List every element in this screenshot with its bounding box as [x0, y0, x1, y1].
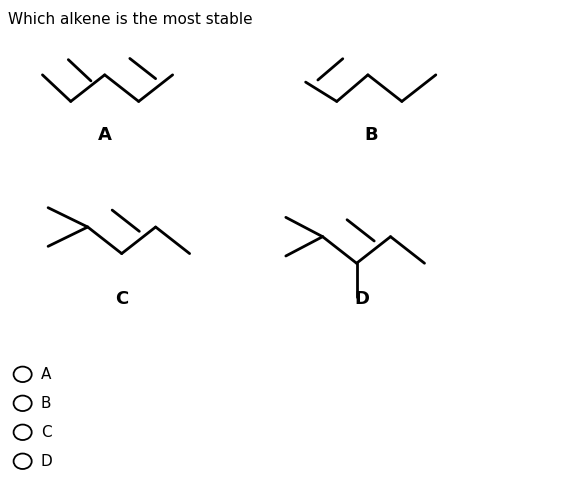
Text: B: B	[364, 126, 378, 143]
Text: C: C	[115, 290, 128, 308]
Text: B: B	[41, 396, 52, 411]
Text: D: D	[41, 454, 53, 469]
Text: Which alkene is the most stable: Which alkene is the most stable	[8, 12, 253, 27]
Text: A: A	[98, 126, 112, 143]
Text: C: C	[41, 425, 52, 440]
Text: A: A	[41, 367, 51, 382]
Text: D: D	[355, 290, 370, 308]
